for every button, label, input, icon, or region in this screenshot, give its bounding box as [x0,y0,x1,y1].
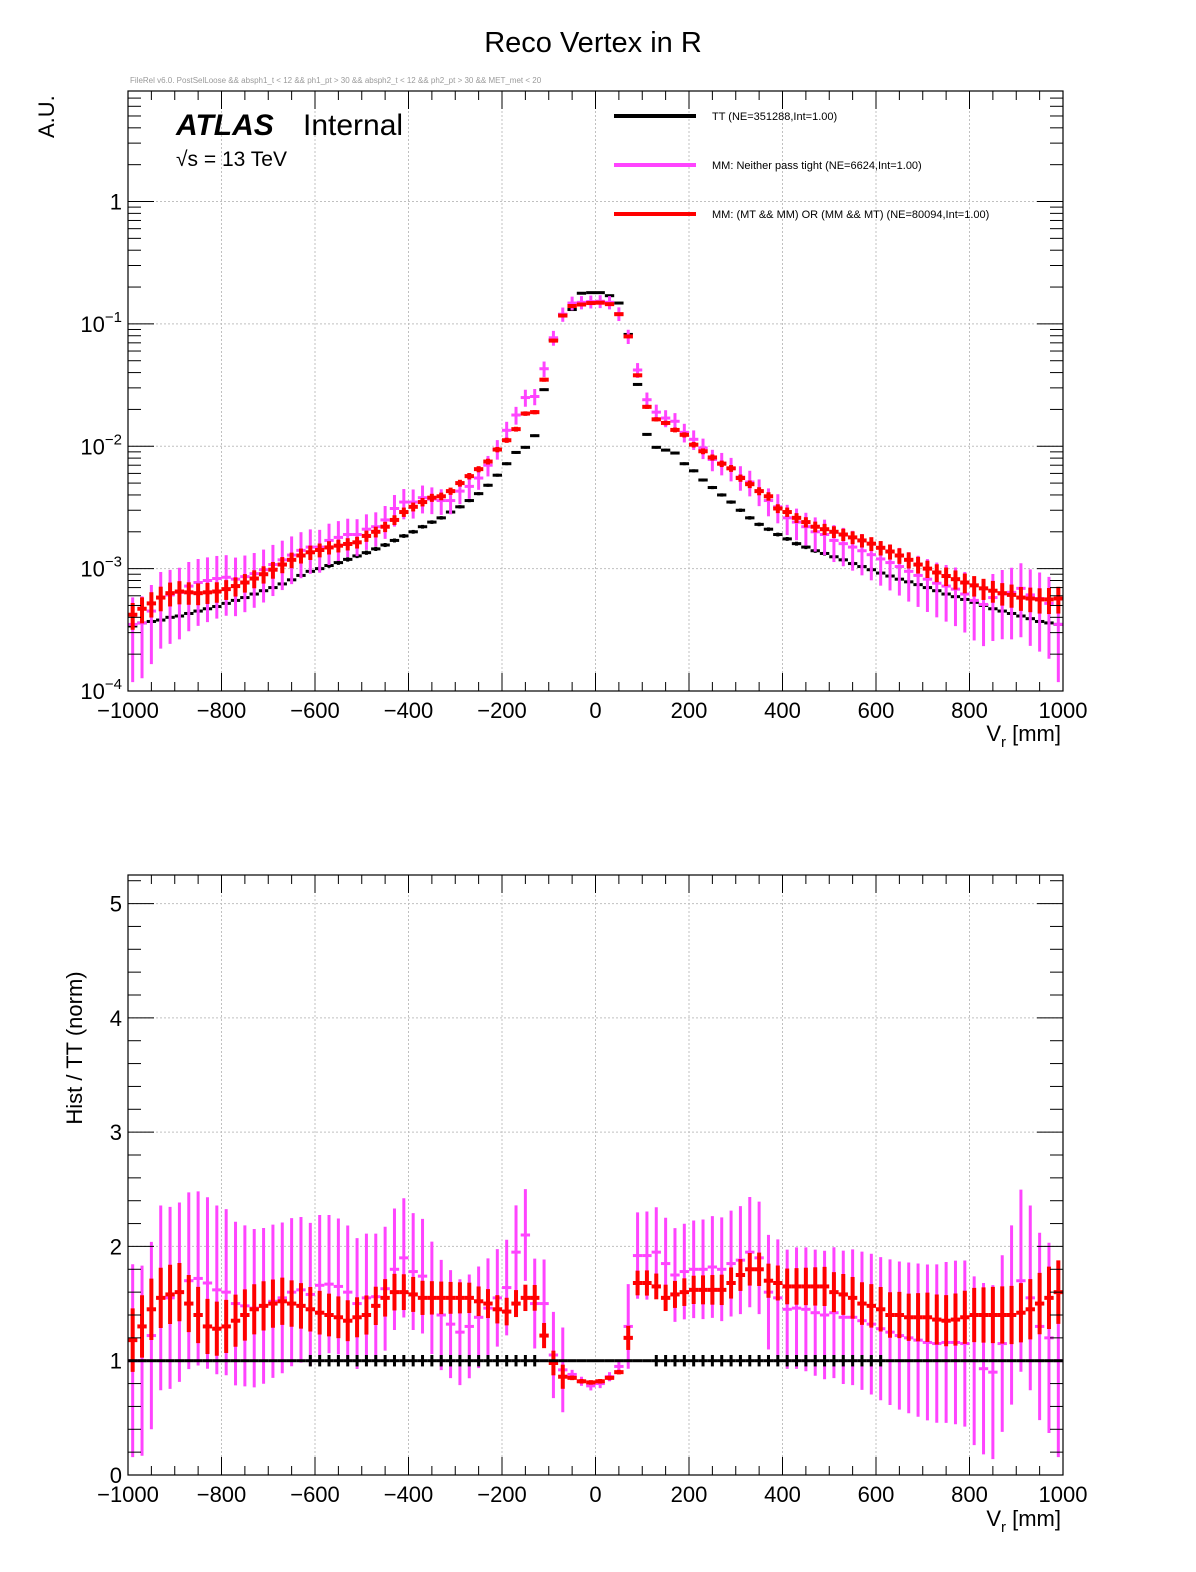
bottom-y-axis-label: Hist / TT (norm) [62,971,87,1124]
bottom-grid [128,875,1063,1475]
atlas-status: Internal [303,109,403,142]
bottom-x-tick-label: 200 [671,1482,708,1507]
bottom-y-tick-label: 1 [110,1349,122,1374]
chart-title: Reco Vertex in R [484,27,702,59]
top-y-tick-label: 1 [110,190,122,215]
bottom-x-tick-label: 800 [951,1482,988,1507]
cut-string: FileRel v6.0. PostSelLoose && absph1_t <… [130,76,542,85]
bottom-y-tick-labels: 0 1 2 3 4 5 [110,892,122,1488]
top-x-tick-label: −600 [290,698,340,723]
legend-entry-mm-neither: MM: Neither pass tight (NE=6624,Int=1.00… [712,160,922,172]
bottom-x-tick-labels: −1000 −800 −600 −400 −200 0 200 400 600 800 1000 [97,1482,1087,1507]
top-x-tick-label: −200 [477,698,527,723]
bottom-x-tick-label: 1000 [1039,1482,1088,1507]
top-x-tick-label: 800 [951,698,988,723]
top-y-tick-label: 10−1 [80,309,122,337]
bottom-x-axis-label: Vr [mm] [986,1506,1061,1536]
bottom-axis-ticks [127,875,1064,1476]
top-panel: −1000 −800 −600 −400 −200 0 200 400 600 800 1000 1… [34,90,1087,751]
bottom-y-tick-label: 0 [110,1463,122,1488]
bottom-y-tick-label: 3 [110,1120,122,1145]
legend-entry-mm-mixed: MM: (MT && MM) OR (MM && MT) (NE=80094,I… [712,209,989,221]
bottom-x-tick-label: −1000 [97,1482,159,1507]
bottom-y-tick-label: 4 [110,1006,122,1031]
top-y-axis-label: A.U. [34,95,59,138]
bottom-x-tick-label: −600 [290,1482,340,1507]
energy-label: √s = 13 TeV [176,148,287,171]
top-data-points [128,291,1063,683]
top-x-tick-labels: −1000 −800 −600 −400 −200 0 200 400 600 800 1000 [97,698,1087,723]
top-x-tick-label: 1000 [1039,698,1088,723]
top-y-tick-label: 10−4 [80,676,122,704]
top-grid [128,91,1063,691]
top-x-tick-label: 200 [671,698,708,723]
top-x-tick-label: −1000 [97,698,159,723]
top-x-tick-label: −400 [384,698,434,723]
bottom-x-tick-label: 0 [589,1482,601,1507]
top-x-tick-label: −800 [197,698,247,723]
top-x-tick-label: 600 [858,698,895,723]
bottom-data-points [128,1189,1063,1460]
legend: TT (NE=351288,Int=1.00) MM: Neither pass… [614,111,989,221]
legend-entry-tt: TT (NE=351288,Int=1.00) [712,111,837,123]
bottom-x-tick-label: −200 [477,1482,527,1507]
top-axis-ticks [127,90,1064,692]
bottom-x-tick-label: −800 [197,1482,247,1507]
top-y-tick-label: 10−3 [80,554,122,582]
bottom-x-tick-label: −400 [384,1482,434,1507]
bottom-panel: −1000 −800 −600 −400 −200 0 200 400 600 800 1000 0… [62,874,1087,1536]
bottom-y-tick-label: 2 [110,1234,122,1259]
bottom-x-tick-label: 600 [858,1482,895,1507]
bottom-y-tick-label: 5 [110,892,122,917]
top-y-tick-label: 10−2 [80,431,122,459]
atlas-label: ATLAS [175,109,274,142]
bottom-x-tick-label: 400 [764,1482,801,1507]
top-y-tick-labels: 10−4 10−3 10−2 10−1 1 [80,190,122,704]
top-x-axis-label: Vr [mm] [986,721,1061,751]
top-x-tick-label: 400 [764,698,801,723]
top-x-tick-label: 0 [589,698,601,723]
